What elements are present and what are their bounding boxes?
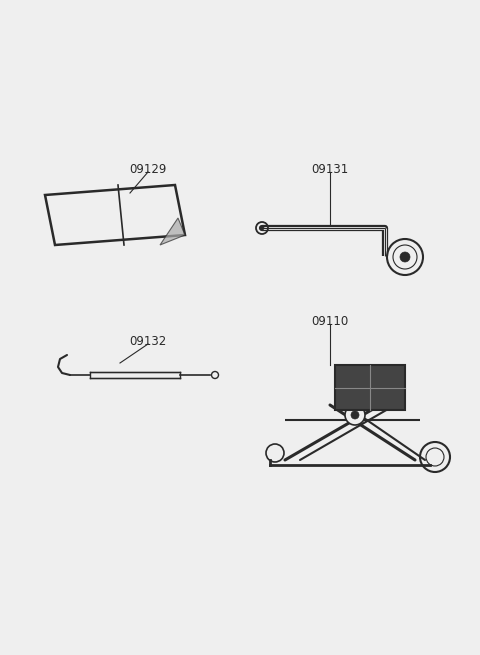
Circle shape [351,411,359,419]
Text: 09110: 09110 [312,315,348,328]
Circle shape [260,226,264,230]
Text: 09129: 09129 [129,163,167,176]
Circle shape [400,252,410,262]
Text: 09132: 09132 [130,335,167,348]
Text: 09131: 09131 [312,163,348,176]
Polygon shape [160,218,185,245]
Polygon shape [335,365,405,410]
Circle shape [345,405,365,425]
